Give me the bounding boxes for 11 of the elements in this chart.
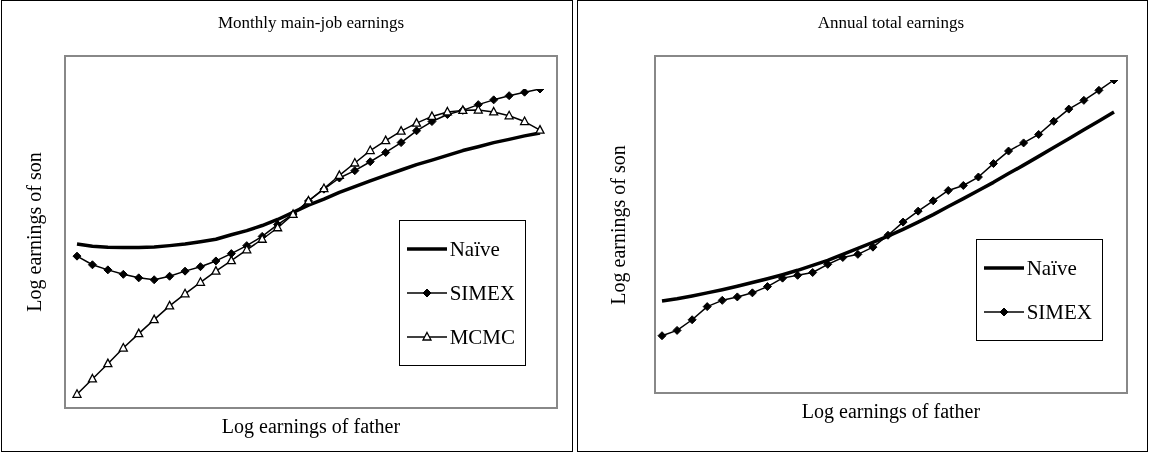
x-axis-title: Log earnings of father [800,400,982,423]
legend-label: Naïve [449,236,500,262]
legend-label: SIMEX [1026,299,1092,325]
x-axis-title: Log earnings of father [220,415,402,438]
legend-label: MCMC [449,324,515,350]
chart-title: Annual total earnings [816,13,966,33]
chart-title: Monthly main-job earnings [217,13,405,33]
legend-label: SIMEX [449,280,515,306]
y-axis-title: Log earnings of son [22,152,46,312]
y-axis-title: Log earnings of son [606,144,630,305]
legend-label: Naïve [1026,255,1077,281]
